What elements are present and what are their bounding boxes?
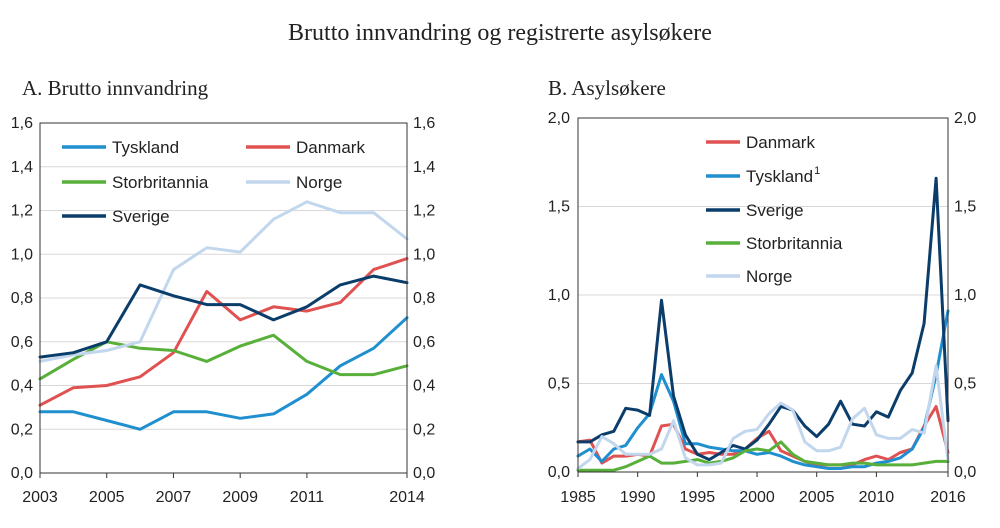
- panel-a-series-tyskland: [38, 316, 409, 431]
- panel-a-y-tick-right: 1,4: [413, 159, 435, 176]
- panel-a-grid: [40, 166, 407, 430]
- panel-a-legend: Tyskland Danmark Storbritannia Norge Sverige: [62, 138, 365, 226]
- panel-a-y-tick-right: 0,4: [413, 378, 435, 395]
- panel-a-y-tick-right: 1,0: [413, 246, 435, 263]
- panel-a-x-tick: 2007: [156, 489, 192, 506]
- panel-a-legend-label-sverige: Sverige: [112, 207, 170, 226]
- panel-a-y-tick-left: 0,6: [11, 334, 33, 351]
- panel-b-series-storbritannia: [576, 440, 950, 472]
- panel-a-y-tick-left: 1,6: [11, 115, 33, 132]
- panel-a-y-tick-left: 0,0: [11, 465, 33, 482]
- panel-b-x-tick: 1985: [560, 489, 596, 506]
- panel-a-title: A. Brutto innvandring: [22, 76, 209, 100]
- panel-b-legend: Danmark Tyskland 1 Sverige Storbritannia Norg…: [706, 133, 843, 286]
- panel-b-title: B. Asylsøkere: [548, 76, 666, 100]
- panel-b-legend-label-danmark: Danmark: [746, 133, 815, 152]
- panel-b-series-norge: [576, 364, 950, 470]
- panel-b-frame: [577, 117, 949, 473]
- panel-b-legend-footnote-mark: 1: [814, 165, 820, 177]
- panel-a-y-tick-left: 0,8: [11, 290, 33, 307]
- panel-a-y-tick-left: 1,0: [11, 246, 33, 263]
- panel-b: B. Asylsøkere 0,0 0,0 0,5 0,5 1,0 1,0 1,5 1,5 2,…: [548, 76, 977, 506]
- panel-a-y-tick-right: 0,8: [413, 290, 435, 307]
- panel-a-x-tick: 2014: [389, 489, 425, 506]
- panel-b-x-tick: 1995: [680, 489, 716, 506]
- panel-a-frame: [39, 122, 408, 474]
- panel-b-series-tyskland: [576, 309, 950, 470]
- panel-a-y-tick-right: 0,6: [413, 334, 435, 351]
- panel-b-x-tick: 2010: [859, 489, 895, 506]
- panel-b-series-sverige: [576, 176, 950, 462]
- panel-b-y-tick-right: 1,5: [954, 199, 976, 216]
- panel-a-legend-label-norge: Norge: [296, 173, 342, 192]
- panel-b-y-tick-right: 0,5: [954, 376, 976, 393]
- panel-a-x-tick: 2003: [22, 489, 58, 506]
- panel-a-x-tick: 2011: [290, 489, 325, 506]
- panel-b-grid: [578, 206, 948, 384]
- panel-b-legend-label-norge: Norge: [746, 267, 792, 286]
- panel-a-y-tick-right: 1,2: [413, 203, 435, 220]
- panel-a-legend-label-danmark: Danmark: [296, 138, 365, 157]
- panel-b-series: [576, 176, 950, 472]
- panel-a-legend-label-storbritannia: Storbritannia: [112, 173, 209, 192]
- panel-a-series: [38, 200, 409, 431]
- panel-a-x-tick: 2005: [89, 489, 125, 506]
- panel-a-y-tick-right: 1,6: [413, 115, 435, 132]
- panel-a-y-tick-left: 0,4: [11, 378, 33, 395]
- panel-b-x-tick: 2000: [739, 489, 775, 506]
- panel-b-x-tick: 2016: [930, 489, 966, 506]
- panel-b-legend-label-tyskland: Tyskland: [746, 167, 813, 186]
- panel-b-y-tick-left: 1,0: [548, 287, 570, 304]
- panel-b-ticks: 0,0 0,0 0,5 0,5 1,0 1,0 1,5 1,5 2,0 2,0 1985 1990 19…: [548, 110, 977, 506]
- panel-b-y-tick-left: 0,5: [548, 376, 570, 393]
- panel-b-legend-label-sverige: Sverige: [746, 201, 804, 220]
- panel-b-y-tick-right: 0,0: [954, 464, 976, 481]
- panel-a: A. Brutto innvandring 0,0 0,0 0,2 0,2 0,4 0,4…: [11, 76, 436, 506]
- panel-b-x-tick: 1990: [620, 489, 656, 506]
- panel-a-legend-label-tyskland: Tyskland: [112, 138, 179, 157]
- panel-a-y-tick-right: 0,0: [413, 465, 435, 482]
- panel-a-y-tick-right: 0,2: [413, 421, 435, 438]
- panel-b-y-tick-left: 2,0: [548, 110, 570, 127]
- panel-a-y-tick-left: 1,2: [11, 203, 33, 220]
- panel-a-series-sverige: [38, 274, 409, 359]
- panel-b-y-tick-left: 0,0: [548, 464, 570, 481]
- panel-b-legend-label-storbritannia: Storbritannia: [746, 234, 843, 253]
- panel-a-y-tick-left: 1,4: [11, 159, 33, 176]
- figure-title: Brutto innvandring og registrerte asylsø…: [288, 20, 712, 46]
- panel-b-y-tick-right: 2,0: [954, 110, 976, 127]
- panel-a-y-tick-left: 0,2: [11, 421, 33, 438]
- panel-b-x-tick: 2005: [799, 489, 835, 506]
- panel-a-x-tick: 2009: [222, 489, 258, 506]
- panel-a-series-norge: [38, 200, 409, 363]
- panel-b-y-tick-right: 1,0: [954, 287, 976, 304]
- panel-b-y-tick-left: 1,5: [548, 199, 570, 216]
- panel-a-ticks: 0,0 0,0 0,2 0,2 0,4 0,4 0,6 0,6 0,8 0,8 1,0 1,0 1,2 1…: [11, 115, 436, 506]
